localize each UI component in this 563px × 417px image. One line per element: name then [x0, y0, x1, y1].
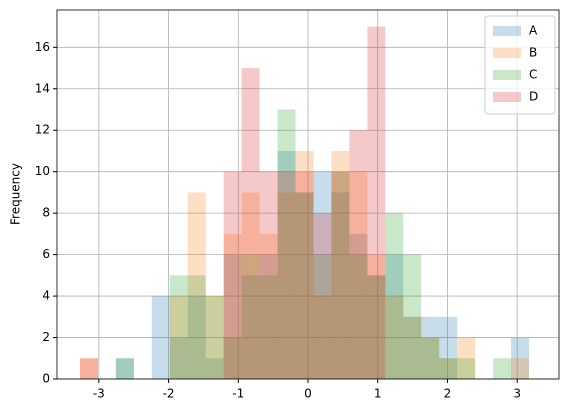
legend-swatch: [493, 92, 521, 102]
x-tick-label: 3: [513, 387, 521, 401]
bar: [241, 254, 260, 379]
bar: [313, 296, 332, 379]
x-tick-label: -2: [163, 387, 175, 401]
bar: [277, 192, 296, 379]
bar: [349, 233, 368, 379]
bar: [493, 358, 512, 379]
y-tick-label: 16: [35, 40, 50, 54]
y-tick-label: 14: [35, 81, 50, 95]
bar: [151, 296, 170, 379]
bar: [259, 233, 278, 379]
x-tick-label: -3: [93, 387, 105, 401]
bar: [403, 316, 422, 379]
legend-label: C: [529, 68, 537, 82]
bar: [223, 337, 242, 379]
bar: [367, 275, 386, 379]
bar: [169, 275, 188, 379]
y-tick-label: 0: [42, 372, 50, 386]
bar: [367, 26, 386, 380]
bar: [421, 316, 440, 379]
bar: [313, 213, 332, 379]
bar: [241, 275, 260, 379]
legend-swatch: [493, 26, 521, 36]
bar: [385, 296, 404, 379]
x-tick-label: 0: [304, 387, 312, 401]
bar: [205, 358, 224, 379]
bar: [367, 254, 386, 379]
bar: [421, 337, 440, 379]
bar: [277, 109, 296, 379]
x-tick-label: 2: [444, 387, 452, 401]
bar: [421, 337, 440, 379]
bar: [403, 254, 422, 379]
y-tick-label: 4: [42, 289, 50, 303]
bar: [367, 275, 386, 379]
bar: [385, 254, 404, 379]
y-axis-label: Frequency: [9, 163, 23, 225]
bar: [187, 296, 206, 379]
legend-swatch: [493, 70, 521, 80]
bar: [259, 275, 278, 379]
bar: [187, 192, 206, 379]
x-tick-label: 1: [374, 387, 382, 401]
bar: [241, 192, 260, 379]
bar: [331, 192, 350, 379]
bar: [331, 150, 350, 379]
bar: [349, 171, 368, 379]
bar: [331, 171, 350, 379]
bar: [313, 171, 332, 379]
bar: [241, 68, 260, 379]
legend-frame: [484, 15, 556, 115]
bar: [277, 150, 296, 379]
bar: [169, 337, 188, 379]
y-tick-label: 8: [42, 206, 50, 220]
plot-frame: [56, 9, 560, 380]
bar: [439, 316, 458, 379]
bar: [295, 171, 314, 379]
bar: [457, 358, 476, 379]
bar: [295, 192, 314, 379]
bar: [403, 316, 422, 379]
legend-label: B: [529, 46, 537, 60]
bar: [277, 171, 296, 379]
bar: [349, 130, 368, 379]
bar: [439, 358, 458, 379]
y-tick-label: 12: [35, 123, 50, 137]
bar: [259, 254, 278, 379]
bar: [511, 358, 530, 379]
bar: [80, 358, 98, 379]
legend-swatch: [493, 48, 521, 58]
bar: [80, 358, 98, 379]
bar: [205, 296, 224, 379]
bar: [223, 171, 242, 379]
bar: [259, 171, 278, 379]
y-tick-label: 2: [42, 330, 50, 344]
x-tick-label: -1: [232, 387, 244, 401]
bar: [349, 254, 368, 379]
bar: [439, 358, 458, 379]
bar: [223, 254, 242, 379]
bar: [223, 233, 242, 379]
bar: [205, 296, 224, 379]
bar: [385, 213, 404, 379]
bar: [295, 192, 314, 379]
y-tick-label: 10: [35, 164, 50, 178]
bar: [313, 254, 332, 379]
bar: [169, 296, 188, 379]
bar: [511, 337, 530, 379]
bar: [331, 171, 350, 379]
legend-label: A: [529, 24, 538, 38]
legend-label: D: [529, 90, 538, 104]
y-tick-label: 6: [42, 247, 50, 261]
bar: [115, 358, 134, 379]
bar: [187, 275, 206, 379]
bar: [115, 358, 134, 379]
bar: [295, 150, 314, 379]
bar: [457, 337, 476, 379]
